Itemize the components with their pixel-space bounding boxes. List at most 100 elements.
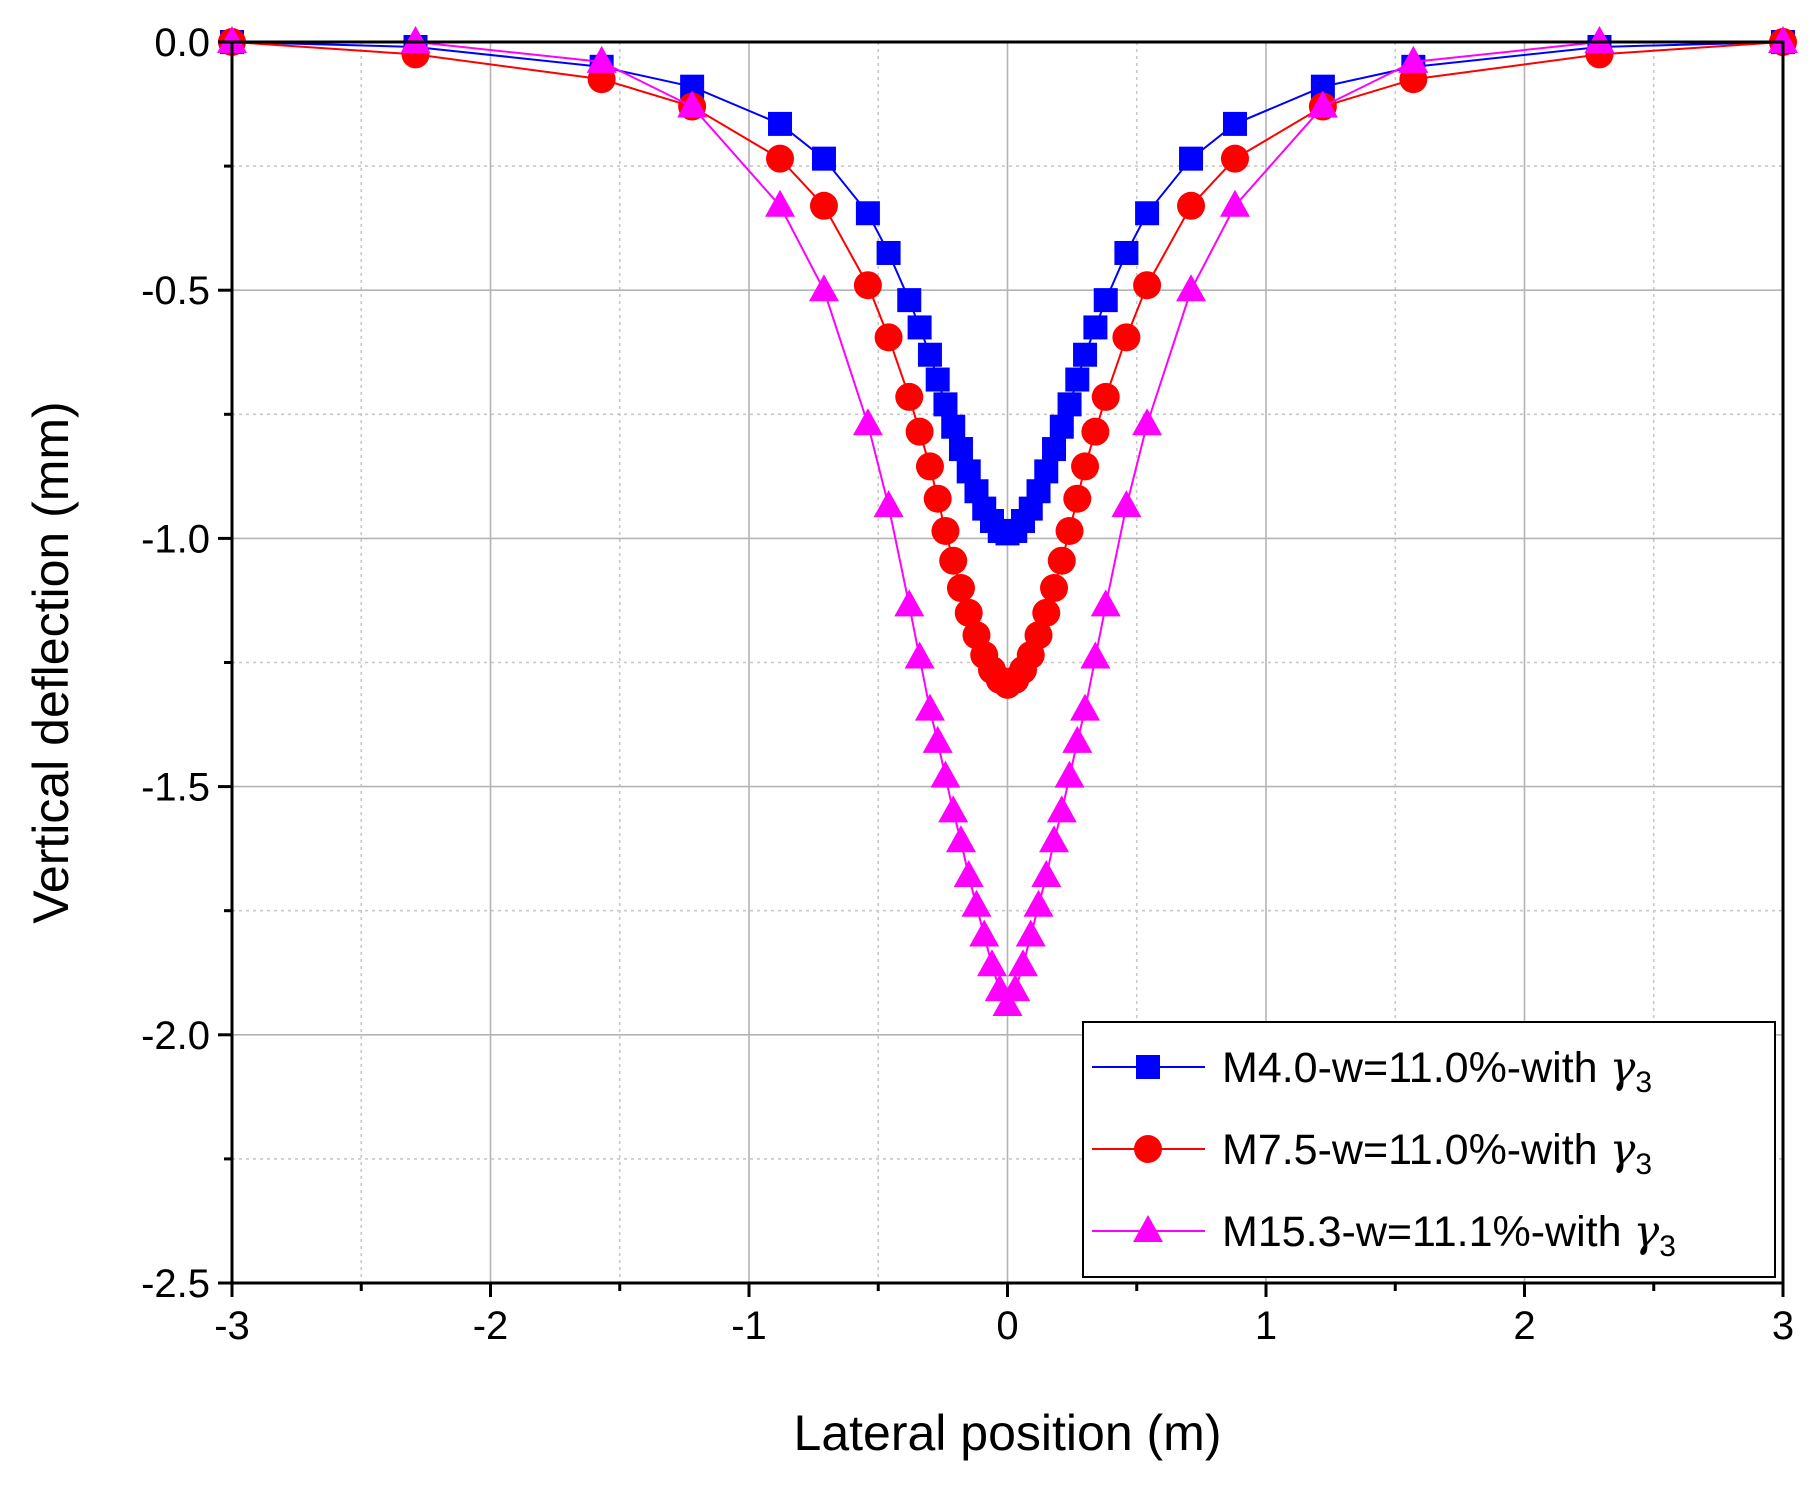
legend-label-m15-3: M15.3-w=11.1%-with γ3 bbox=[1222, 1207, 1676, 1263]
data-point bbox=[400, 26, 431, 53]
data-point bbox=[1032, 598, 1061, 627]
data-point bbox=[976, 949, 1007, 977]
data-point bbox=[907, 315, 932, 340]
axis-ticks: -3 -2 -1 0 1 2 3 0.0 -0.5 -1.0 -1.5 -2.0 -2.5 bbox=[141, 21, 1794, 1348]
data-point bbox=[811, 146, 836, 171]
data-point bbox=[946, 574, 975, 603]
data-point bbox=[931, 516, 960, 545]
x-tick-label: -2 bbox=[473, 1304, 509, 1348]
data-point bbox=[915, 452, 944, 481]
data-point bbox=[677, 90, 708, 118]
data-point bbox=[1073, 342, 1098, 367]
data-point bbox=[1063, 484, 1092, 513]
data-point bbox=[1070, 693, 1101, 721]
data-point bbox=[1065, 367, 1090, 392]
data-point bbox=[925, 367, 950, 392]
data-point bbox=[809, 191, 838, 220]
legend-entry: M15.3-w=11.1%-with γ3 bbox=[1092, 1207, 1676, 1263]
data-point bbox=[1031, 859, 1062, 887]
data-point bbox=[923, 484, 952, 513]
data-point bbox=[992, 989, 1023, 1017]
data-point bbox=[1080, 641, 1111, 669]
data-point bbox=[1062, 725, 1093, 753]
data-point bbox=[941, 414, 966, 439]
data-point bbox=[1000, 974, 1031, 1002]
data-point bbox=[961, 889, 992, 917]
data-point bbox=[954, 598, 983, 627]
data-point bbox=[1177, 191, 1206, 220]
data-point bbox=[1034, 459, 1059, 484]
data-point bbox=[1083, 315, 1108, 340]
x-tick-label: 2 bbox=[1513, 1304, 1535, 1348]
data-point bbox=[930, 760, 961, 788]
x-tick-label: 1 bbox=[1255, 1304, 1277, 1348]
data-point bbox=[895, 382, 924, 411]
data-point bbox=[905, 417, 934, 446]
data-point bbox=[897, 288, 922, 313]
data-point bbox=[1081, 417, 1110, 446]
series-2 bbox=[217, 26, 1798, 1017]
data-point bbox=[1222, 111, 1247, 136]
data-point bbox=[1046, 795, 1077, 823]
x-tick-label: 0 bbox=[996, 1304, 1018, 1348]
y-tick-label: -2.0 bbox=[141, 1014, 210, 1058]
data-point bbox=[1398, 45, 1429, 73]
data-point bbox=[1091, 382, 1120, 411]
data-point bbox=[1584, 26, 1615, 53]
legend: M4.0-w=11.0%-with γ3 M7.5-w=11.0%-with γ3 … bbox=[1082, 1021, 1776, 1278]
data-point bbox=[917, 342, 942, 367]
data-point bbox=[1071, 452, 1100, 481]
data-point bbox=[894, 589, 925, 617]
legend-marker-m7-5 bbox=[1134, 1135, 1162, 1163]
legend-marker bbox=[1136, 1055, 1160, 1079]
legend-marker-m15-3 bbox=[1133, 1215, 1163, 1242]
legend-entry: M7.5-w=11.0%-with γ3 bbox=[1092, 1125, 1652, 1181]
legend-entry: M4.0-w=11.0%-with γ3 bbox=[1092, 1043, 1652, 1099]
data-point bbox=[1179, 146, 1204, 171]
data-point bbox=[922, 725, 953, 753]
data-point bbox=[768, 111, 793, 136]
data-point bbox=[939, 546, 968, 575]
data-point bbox=[853, 271, 882, 300]
data-point bbox=[1024, 621, 1053, 650]
data-point bbox=[1049, 414, 1074, 439]
data-point bbox=[945, 825, 976, 853]
data-point bbox=[1008, 949, 1039, 977]
legend-marker bbox=[1134, 1135, 1162, 1163]
legend-marker bbox=[1133, 1215, 1163, 1242]
data-point bbox=[1040, 574, 1069, 603]
data-point bbox=[1039, 825, 1070, 853]
data-point bbox=[808, 274, 839, 302]
data-point bbox=[914, 693, 945, 721]
data-point bbox=[766, 144, 795, 173]
data-point bbox=[1307, 90, 1338, 118]
data-point bbox=[765, 189, 796, 217]
data-point bbox=[904, 641, 935, 669]
data-point bbox=[876, 240, 901, 265]
y-tick-label: -1.0 bbox=[141, 517, 210, 561]
data-point bbox=[948, 437, 973, 462]
data-point bbox=[1042, 437, 1067, 462]
y-tick-label: -2.5 bbox=[141, 1262, 210, 1306]
data-point bbox=[1768, 26, 1798, 53]
data-point bbox=[953, 859, 984, 887]
data-point bbox=[1135, 201, 1160, 226]
data-point bbox=[933, 392, 958, 417]
data-point bbox=[1220, 144, 1249, 173]
data-point bbox=[852, 408, 883, 436]
data-point bbox=[1090, 589, 1121, 617]
data-point bbox=[874, 323, 903, 352]
data-point bbox=[855, 201, 880, 226]
x-tick-label: -3 bbox=[214, 1304, 250, 1348]
data-point bbox=[1093, 288, 1118, 313]
x-tick-label: -1 bbox=[731, 1304, 767, 1348]
data-point bbox=[1054, 760, 1085, 788]
legend-label-m4: M4.0-w=11.0%-with γ3 bbox=[1222, 1043, 1652, 1099]
data-point bbox=[1133, 271, 1162, 300]
data-point bbox=[1219, 189, 1250, 217]
grid bbox=[232, 42, 1783, 1283]
data-point bbox=[586, 45, 617, 73]
data-point bbox=[873, 490, 904, 518]
y-tick-label: -0.5 bbox=[141, 269, 210, 313]
